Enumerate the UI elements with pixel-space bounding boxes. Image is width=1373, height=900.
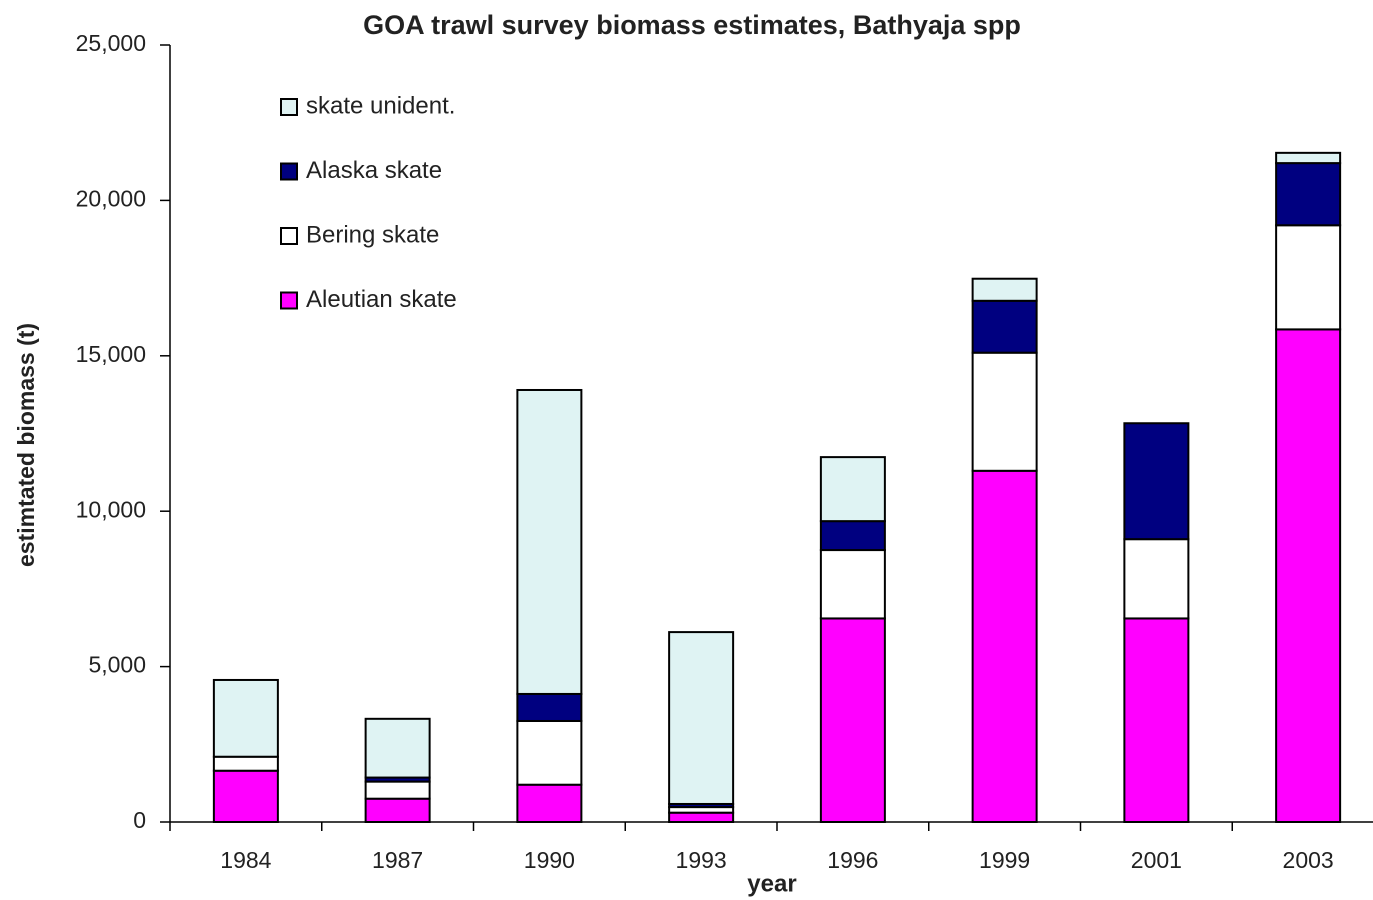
bar-segment xyxy=(1275,328,1342,823)
bar-segment xyxy=(819,456,886,523)
y-tick-label: 0 xyxy=(133,807,146,833)
bar-segment xyxy=(1275,162,1342,227)
legend-label: Alaska skate xyxy=(306,157,442,184)
legend-label: Aleutian skate xyxy=(306,286,457,313)
bar-segment xyxy=(1275,224,1342,331)
bar-segment xyxy=(819,549,886,620)
y-tick-label: 15,000 xyxy=(76,341,146,367)
bar-segment xyxy=(668,811,735,824)
bar-segment xyxy=(819,617,886,824)
bar-segment xyxy=(212,769,279,824)
legend-swatch xyxy=(280,162,298,181)
bar-segment xyxy=(516,692,583,722)
x-tick-label: 1993 xyxy=(676,847,727,873)
x-tick-label: 1990 xyxy=(524,847,575,873)
legend-swatch xyxy=(280,227,298,245)
bar-segment xyxy=(971,277,1038,302)
bar-segment xyxy=(516,783,583,823)
y-tick-label: 25,000 xyxy=(76,30,146,56)
x-tick-label: 2003 xyxy=(1283,847,1334,873)
bar-segment xyxy=(212,755,279,772)
bar-segment xyxy=(971,469,1038,823)
bar-segment xyxy=(819,520,886,552)
bar-segment xyxy=(1123,617,1190,824)
chart-title: GOA trawl survey biomass estimates, Bath… xyxy=(363,10,1021,40)
bar-segment xyxy=(971,351,1038,472)
bar-segment xyxy=(516,388,583,695)
x-tick-label: 1999 xyxy=(979,847,1030,873)
bar-segment xyxy=(971,299,1038,354)
bar-segment xyxy=(364,797,431,824)
legend-swatch xyxy=(280,98,298,116)
legend-swatch xyxy=(280,291,298,310)
x-tick-label: 1987 xyxy=(372,847,423,873)
bar-segment xyxy=(516,719,583,786)
bar-segment xyxy=(668,631,735,805)
bar-segment xyxy=(364,717,431,779)
legend-label: skate unident. xyxy=(306,92,455,119)
bar-segment xyxy=(212,678,279,758)
bar-segment xyxy=(364,780,431,800)
legend-label: Bering skate xyxy=(306,221,439,248)
bar-segment xyxy=(1275,151,1342,165)
y-tick-label: 10,000 xyxy=(76,496,146,522)
x-axis-label: year xyxy=(747,870,796,897)
y-axis-label: estimtated biomass (t) xyxy=(13,323,39,567)
bar-segment xyxy=(1123,422,1190,541)
y-tick-label: 5,000 xyxy=(88,652,146,678)
x-tick-label: 2001 xyxy=(1131,847,1182,873)
x-tick-label: 1984 xyxy=(220,847,271,873)
y-tick-label: 20,000 xyxy=(76,185,146,211)
bar-segment xyxy=(1123,538,1190,620)
x-tick-label: 1996 xyxy=(827,847,878,873)
